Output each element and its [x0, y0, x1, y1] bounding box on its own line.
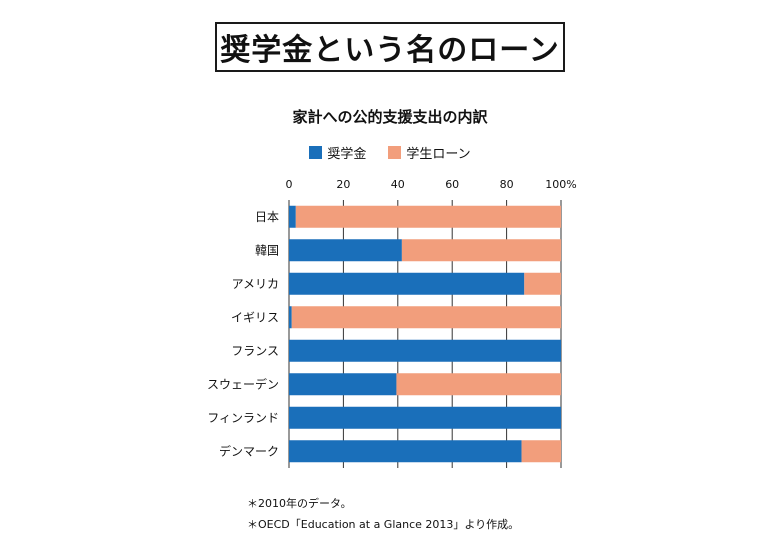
legend-swatch-scholarship	[309, 146, 323, 159]
bar-scholarship	[289, 339, 561, 362]
footnote-year: ＊2010年のデータ。	[247, 497, 352, 510]
bar-student-loan	[401, 239, 561, 262]
legend-label-student-loan: 学生ローン	[406, 147, 471, 162]
bar-scholarship	[289, 306, 292, 329]
legend-swatch-student-loan	[388, 146, 402, 159]
bar-student-loan	[521, 440, 561, 463]
footnotes: ＊2010年のデータ。 ＊OECD「Education at a Glance …	[247, 493, 519, 535]
bar-scholarship	[289, 406, 561, 429]
category-label: アメリカ	[232, 277, 279, 291]
x-tick-label: 80	[500, 178, 514, 191]
legend-item-scholarship: 奨学金	[309, 143, 366, 162]
x-tick-label: 100%	[545, 178, 576, 191]
category-label: イギリス	[231, 310, 279, 324]
x-tick-label: 0	[286, 178, 293, 191]
bar-scholarship	[289, 373, 397, 396]
category-label: スウェーデン	[207, 376, 279, 391]
bar-student-loan	[524, 272, 561, 295]
bar-scholarship	[289, 440, 522, 463]
x-tick-label: 60	[445, 178, 459, 191]
chart-title: 家計への公的支援支出の内訳	[292, 108, 488, 126]
x-tick-label: 20	[336, 178, 350, 191]
category-label: フランス	[231, 344, 279, 358]
bar-student-loan	[396, 373, 561, 396]
bar-student-loan	[291, 306, 561, 329]
legend-label-scholarship: 奨学金	[327, 147, 367, 162]
legend: 奨学金 学生ローン	[0, 143, 780, 162]
headline: 奨学金という名のローン	[220, 33, 560, 68]
category-label: 韓国	[255, 243, 279, 257]
bar-scholarship	[289, 205, 296, 228]
category-label: フィンランド	[207, 411, 279, 425]
bar-scholarship	[289, 239, 402, 262]
category-label: 日本	[255, 210, 279, 224]
category-label: デンマーク	[219, 443, 279, 458]
footnote-source: ＊OECD「Education at a Glance 2013」より作成。	[247, 518, 520, 531]
bar-student-loan	[295, 205, 561, 228]
bar-scholarship	[289, 272, 525, 295]
legend-item-student-loan: 学生ローン	[388, 143, 471, 162]
x-tick-label: 40	[391, 178, 405, 191]
headline-box: 奨学金という名のローン	[215, 22, 565, 72]
